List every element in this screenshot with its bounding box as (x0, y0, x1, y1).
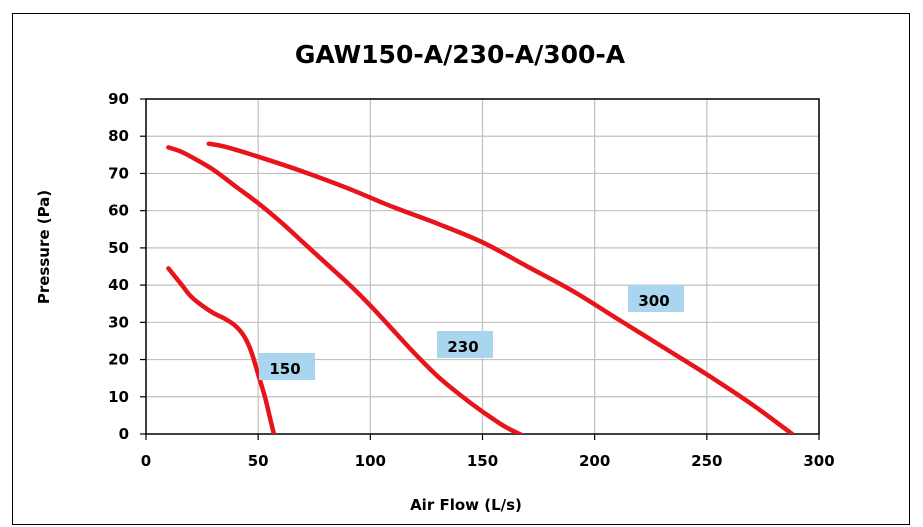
x-tick-label: 150 (467, 452, 498, 470)
series-label-text: 150 (269, 360, 300, 378)
series-label-300: 300 (628, 285, 684, 312)
y-tick-label: 50 (108, 239, 129, 257)
y-tick-label: 30 (108, 313, 129, 331)
x-axis-title: Air Flow (L/s) (410, 496, 522, 514)
series-line-150 (166, 266, 277, 434)
series-label-box (628, 285, 684, 312)
y-tick-label: 40 (108, 276, 129, 294)
x-tick-label: 300 (803, 452, 834, 470)
y-tick-label: 90 (108, 90, 129, 108)
series-line-230 (166, 145, 525, 434)
chart-title: GAW150-A/230-A/300-A (295, 40, 626, 69)
plot-area-border (145, 98, 820, 435)
y-tick-label: 80 (108, 127, 129, 145)
x-tick-label: 200 (579, 452, 610, 470)
series-label-box (437, 331, 493, 358)
x-tick-label: 50 (248, 452, 269, 470)
y-tick-label: 60 (108, 202, 129, 220)
y-tick-label: 10 (108, 388, 129, 406)
y-tick-label: 20 (108, 351, 129, 369)
series-label-230: 230 (437, 331, 493, 358)
series-label-box (259, 353, 315, 380)
tick-labels: 0 50 100 150 200 250 300 0 10 20 30 40 50 60 70 80 90 (108, 90, 835, 470)
x-tick-label: 100 (355, 452, 386, 470)
y-tick-label: 70 (108, 164, 129, 182)
series-label-text: 230 (447, 338, 478, 356)
x-tick-label: 0 (141, 452, 151, 470)
series-labels: 150 230 300 (259, 285, 684, 380)
y-axis-title: Pressure (Pa) (35, 190, 53, 304)
series-line-300 (206, 141, 795, 434)
x-tick-label: 250 (691, 452, 722, 470)
axes (140, 98, 820, 440)
series-label-150: 150 (259, 353, 315, 380)
y-tick-label: 0 (119, 425, 129, 443)
series-layer (166, 141, 795, 434)
series-label-text: 300 (638, 292, 669, 310)
